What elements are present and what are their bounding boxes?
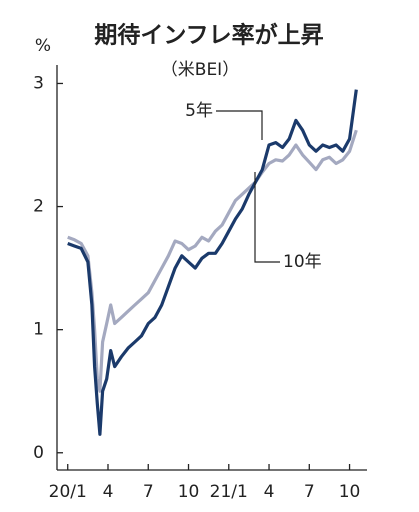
leader-line xyxy=(254,172,280,263)
y-tick-label: 3 xyxy=(33,73,44,93)
series-label: 10年 xyxy=(283,252,322,272)
series-line xyxy=(67,89,358,436)
x-tick-label: 7 xyxy=(143,482,154,502)
leader-line xyxy=(216,110,263,140)
series-label: 5年 xyxy=(185,101,213,121)
x-tick-label: 7 xyxy=(304,482,315,502)
y-tick-label: 2 xyxy=(33,197,44,217)
x-tick-label: 4 xyxy=(264,482,275,502)
x-tick-label: 4 xyxy=(103,482,114,502)
x-tick-label: 10 xyxy=(178,482,200,502)
series-line xyxy=(67,129,358,393)
x-tick-label: 21/1 xyxy=(210,482,248,502)
chart-title: 期待インフレ率が上昇 xyxy=(94,22,323,49)
chart-subtitle: （米BEI） xyxy=(161,60,239,80)
x-tick-label: 20/1 xyxy=(49,482,87,502)
y-axis-label: % xyxy=(35,36,51,56)
y-tick-label: 1 xyxy=(33,320,44,340)
x-tick-label: 10 xyxy=(339,482,361,502)
y-tick-label: 0 xyxy=(33,443,44,463)
